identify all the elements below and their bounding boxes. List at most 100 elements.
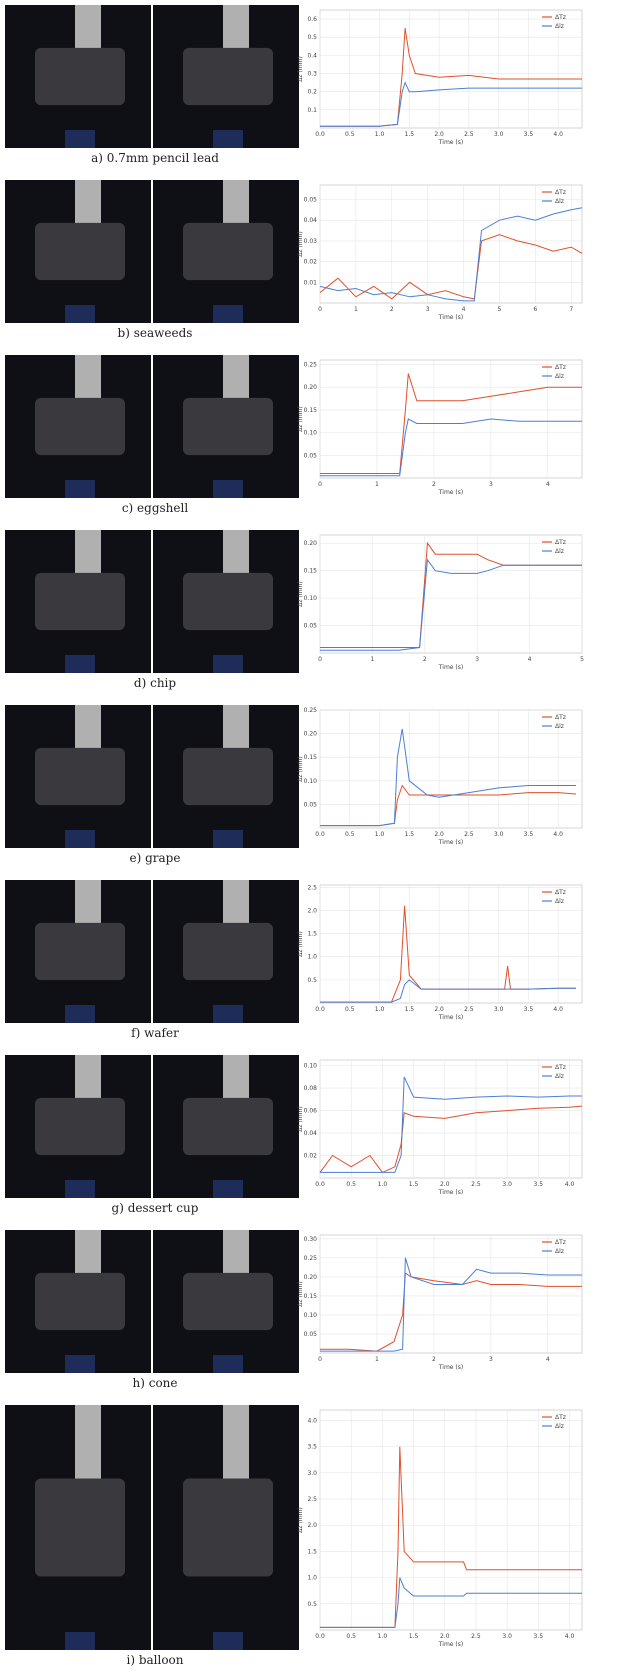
x-tick-label: 2.5 [471, 1181, 481, 1188]
x-tick-label: 3.0 [494, 831, 504, 838]
data-line [320, 1076, 582, 1173]
stand [213, 130, 243, 148]
y-tick-label: 2.5 [307, 884, 317, 891]
legend-label: Δlz [555, 1248, 564, 1255]
y-tick-label: 3.5 [307, 1444, 317, 1451]
y-tick-label: 0.05 [304, 452, 318, 459]
x-tick-label: 4 [546, 1356, 550, 1363]
x-tick-label: 3 [489, 481, 493, 488]
x-tick-label: 4.0 [553, 1006, 563, 1013]
x-tick-label: 1.0 [378, 1181, 388, 1188]
gripper [35, 47, 125, 106]
data-line [320, 373, 582, 474]
y-axis-label: Δz (mm) [297, 581, 304, 607]
stand [65, 1355, 95, 1373]
y-tick-label: 0.05 [304, 1331, 318, 1338]
gripper [35, 1478, 125, 1577]
y-tick-label: 0.10 [304, 595, 318, 602]
x-tick-label: 0.0 [315, 1181, 325, 1188]
plot-area [319, 359, 583, 479]
x-tick-label: 0.5 [346, 1181, 356, 1188]
x-axis-label: Time (s) [438, 1014, 463, 1021]
x-tick-label: 1 [375, 1356, 379, 1363]
data-line [320, 1577, 582, 1628]
y-tick-label: 0.05 [304, 801, 318, 808]
x-tick-label: 4.0 [553, 131, 563, 138]
x-tick-label: 4.0 [565, 1633, 575, 1640]
plot-area [319, 1409, 583, 1631]
stand [65, 305, 95, 323]
x-tick-label: 0.5 [345, 131, 355, 138]
robot-arm [75, 180, 101, 231]
y-axis-label: Δz (mm) [297, 231, 304, 257]
stand [65, 480, 95, 498]
y-tick-label: 0.04 [304, 1130, 318, 1137]
x-tick-label: 4.0 [565, 1181, 575, 1188]
x-tick-label: 1.5 [409, 1181, 419, 1188]
y-axis-label: Δz (mm) [297, 56, 304, 82]
y-tick-label: 0.15 [304, 568, 318, 575]
robot-arm [223, 1405, 249, 1491]
y-tick-label: 0.20 [304, 731, 318, 738]
x-tick-label: 3.0 [494, 1006, 504, 1013]
y-tick-label: 1.5 [307, 1548, 317, 1555]
x-tick-label: 1 [370, 656, 374, 663]
x-axis-label: Time (s) [438, 139, 463, 146]
caption: e) grape [130, 851, 181, 865]
y-axis-label: Δz (mm) [297, 931, 304, 957]
x-tick-label: 2.5 [471, 1633, 481, 1640]
y-tick-label: 0.10 [304, 430, 318, 437]
y-tick-label: 0.2 [307, 89, 317, 96]
x-tick-label: 3.5 [524, 831, 534, 838]
x-tick-label: 3 [475, 656, 479, 663]
y-tick-label: 0.04 [304, 217, 318, 224]
x-tick-label: 0 [318, 656, 322, 663]
y-tick-label: 0.25 [304, 707, 318, 714]
x-axis-label: Time (s) [438, 314, 463, 321]
robot-arm [223, 530, 249, 581]
x-tick-label: 4 [462, 306, 466, 313]
x-tick-label: 1.5 [409, 1633, 419, 1640]
y-axis-label: Δz (mm) [297, 1507, 304, 1533]
x-tick-label: 4 [528, 656, 532, 663]
data-line [320, 979, 576, 1003]
gripper [35, 572, 125, 631]
y-axis-label: Δz (mm) [297, 1281, 304, 1307]
caption: g) dessert cup [112, 1201, 199, 1215]
x-axis-label: Time (s) [438, 1641, 463, 1648]
y-tick-label: 0.20 [304, 1274, 318, 1281]
x-tick-label: 1.0 [375, 831, 385, 838]
y-tick-label: 4.0 [307, 1417, 317, 1424]
x-tick-label: 3 [426, 306, 430, 313]
stand [213, 830, 243, 848]
y-tick-label: 0.08 [304, 1085, 318, 1092]
caption: h) cone [133, 1376, 178, 1390]
plot-area [319, 9, 583, 129]
stand [65, 1005, 95, 1023]
x-tick-label: 0.5 [345, 1006, 355, 1013]
y-tick-label: 0.5 [307, 34, 317, 41]
stand [213, 1632, 243, 1650]
x-tick-label: 1.0 [375, 131, 385, 138]
legend-label: ΔTz [555, 714, 566, 721]
x-tick-label: 3.0 [502, 1633, 512, 1640]
robot-arm [223, 1230, 249, 1281]
y-tick-label: 2.0 [307, 1522, 317, 1529]
data-line [320, 1446, 582, 1628]
x-axis-label: Time (s) [438, 664, 463, 671]
legend-label: ΔTz [555, 189, 566, 196]
robot-arm [75, 880, 101, 931]
robot-arm [75, 1405, 101, 1491]
robot-arm [223, 1055, 249, 1106]
x-tick-label: 0.0 [315, 1006, 325, 1013]
gripper [183, 1272, 273, 1331]
x-tick-label: 4 [546, 481, 550, 488]
x-axis-label: Time (s) [438, 1364, 463, 1371]
x-tick-label: 0.0 [315, 131, 325, 138]
x-tick-label: 5 [580, 656, 584, 663]
gripper [183, 1478, 273, 1577]
x-tick-label: 0.0 [315, 1633, 325, 1640]
x-tick-label: 2.5 [464, 131, 474, 138]
stand [213, 305, 243, 323]
